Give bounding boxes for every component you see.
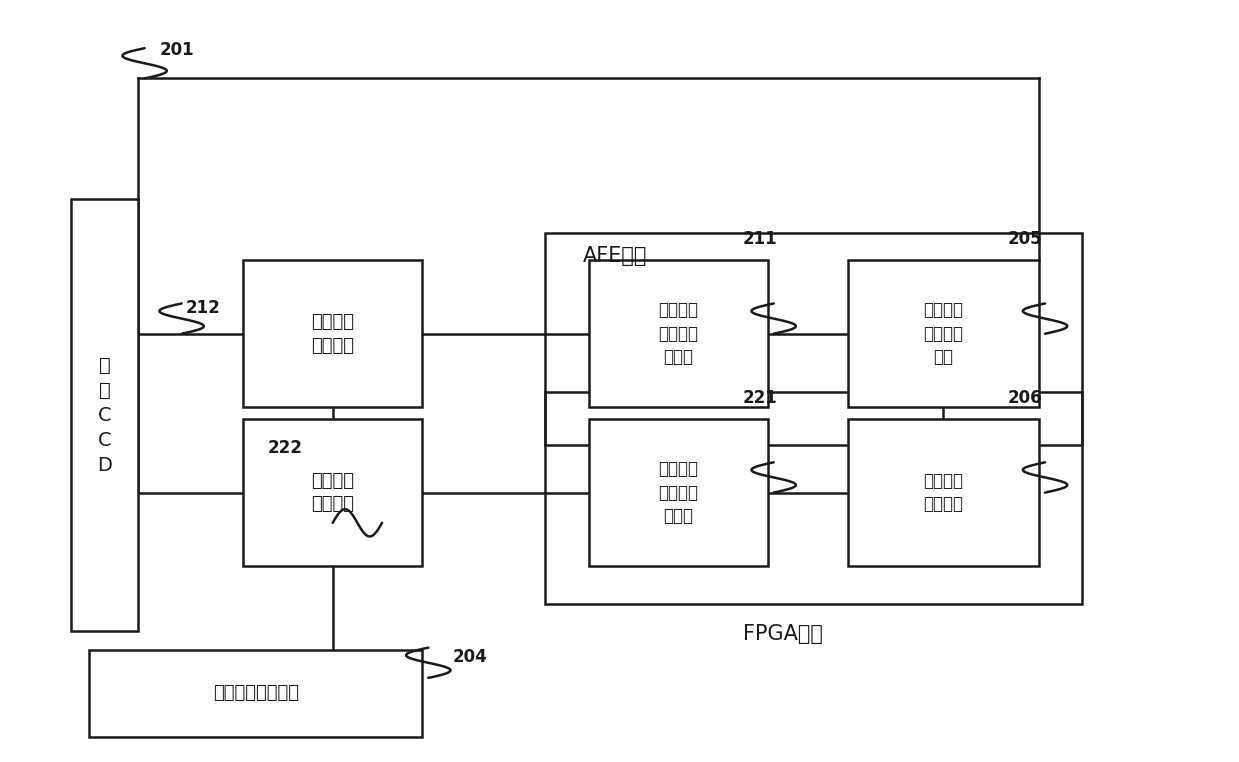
Bar [589,260,767,408]
Text: 水平驱动
时序发生
子单元: 水平驱动 时序发生 子单元 [658,301,698,367]
Bar [89,649,422,737]
Text: 垂直驱动
时序发生
子单元: 垂直驱动 时序发生 子单元 [658,460,698,525]
Bar [545,392,1082,604]
Bar [243,419,422,566]
Bar [71,200,139,631]
Text: AFE芯片: AFE芯片 [582,246,647,266]
Text: 205: 205 [1009,230,1043,248]
Bar [847,260,1038,408]
Text: 模拟视频
信号处理
单元: 模拟视频 信号处理 单元 [923,301,963,367]
Text: 211: 211 [743,230,777,248]
Text: 视频数据
处理单元: 视频数据 处理单元 [923,472,963,514]
Text: 水平电压
驱动电路: 水平电压 驱动电路 [311,313,354,354]
Text: 221: 221 [743,389,778,407]
Bar [589,419,767,566]
Bar [545,233,1082,445]
Text: 206: 206 [1009,389,1043,407]
Text: 222: 222 [268,439,302,456]
Text: FPGA芯片: FPGA芯片 [743,624,823,645]
Text: 201: 201 [160,40,195,59]
Text: 紫
外
C
C
D: 紫 外 C C D [97,356,112,475]
Text: 偏置电压产生电路: 偏置电压产生电路 [213,684,299,702]
Text: 垂直电压
驱动电路: 垂直电压 驱动电路 [311,472,354,514]
Text: 204: 204 [453,648,488,666]
Bar [847,419,1038,566]
Text: 212: 212 [186,299,221,318]
Bar [243,260,422,408]
